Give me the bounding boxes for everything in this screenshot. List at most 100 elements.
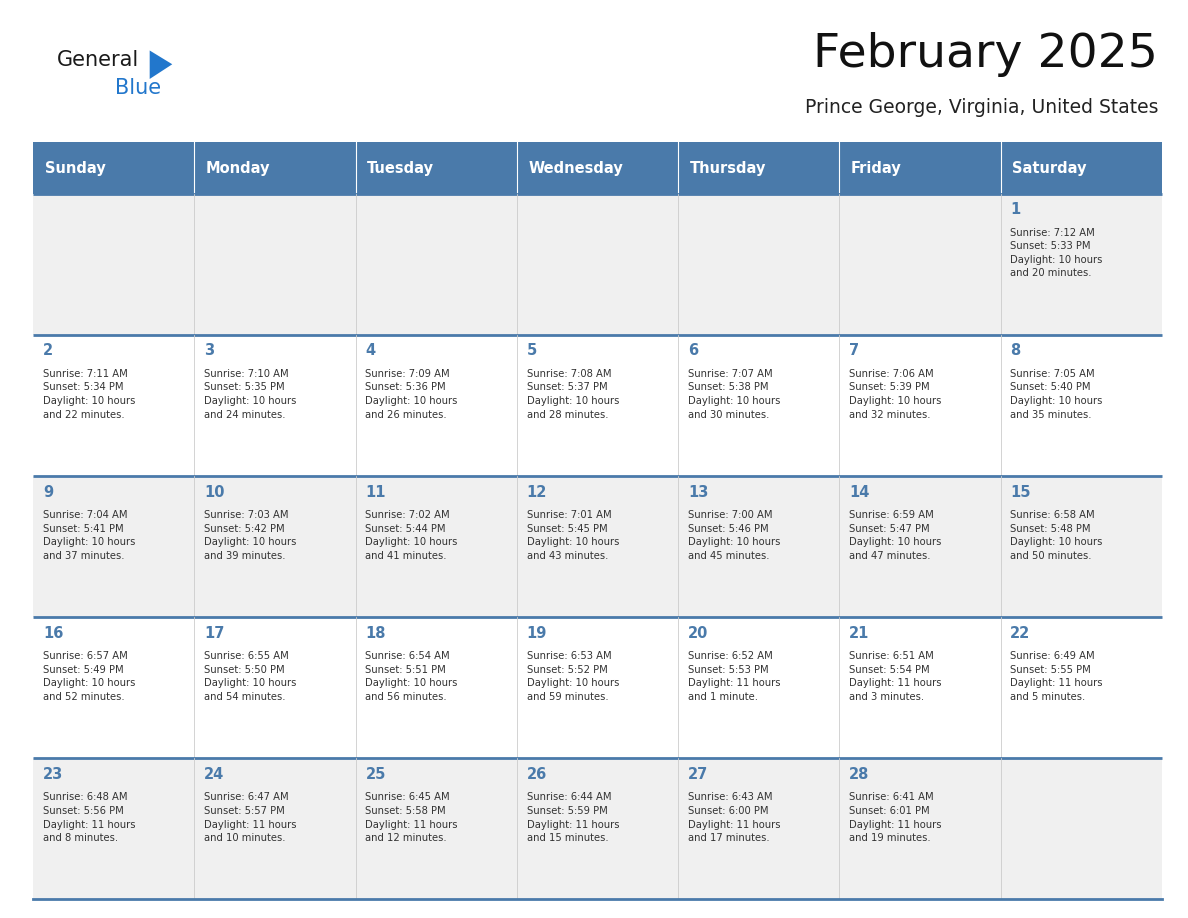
Text: Monday: Monday (206, 161, 271, 175)
Bar (355, 142, 517, 194)
Text: 28: 28 (849, 767, 870, 782)
Bar (517, 476, 678, 617)
Bar (517, 617, 678, 758)
Text: Sunrise: 6:59 AM
Sunset: 5:47 PM
Daylight: 10 hours
and 47 minutes.: Sunrise: 6:59 AM Sunset: 5:47 PM Dayligh… (849, 510, 941, 561)
Text: Sunrise: 7:05 AM
Sunset: 5:40 PM
Daylight: 10 hours
and 35 minutes.: Sunrise: 7:05 AM Sunset: 5:40 PM Dayligh… (1010, 369, 1102, 420)
Text: 7: 7 (849, 343, 859, 358)
Text: 24: 24 (204, 767, 225, 782)
Text: Wednesday: Wednesday (529, 161, 623, 175)
Text: 16: 16 (43, 626, 63, 641)
Bar (678, 335, 840, 476)
Text: Sunrise: 7:04 AM
Sunset: 5:41 PM
Daylight: 10 hours
and 37 minutes.: Sunrise: 7:04 AM Sunset: 5:41 PM Dayligh… (43, 510, 135, 561)
Bar (840, 194, 1000, 335)
Text: 23: 23 (43, 767, 63, 782)
Bar (195, 335, 355, 476)
Bar (33, 476, 195, 617)
Bar (678, 617, 840, 758)
Text: 11: 11 (366, 485, 386, 499)
Bar (195, 476, 355, 617)
Text: Tuesday: Tuesday (367, 161, 434, 175)
Text: Sunrise: 7:12 AM
Sunset: 5:33 PM
Daylight: 10 hours
and 20 minutes.: Sunrise: 7:12 AM Sunset: 5:33 PM Dayligh… (1010, 228, 1102, 278)
Bar (1000, 617, 1162, 758)
Bar (678, 194, 840, 335)
Bar (1000, 142, 1162, 194)
Bar (33, 142, 195, 194)
Text: 4: 4 (366, 343, 375, 358)
Text: 1: 1 (1010, 202, 1020, 218)
Text: 27: 27 (688, 767, 708, 782)
Text: Thursday: Thursday (689, 161, 766, 175)
Text: Sunrise: 6:55 AM
Sunset: 5:50 PM
Daylight: 10 hours
and 54 minutes.: Sunrise: 6:55 AM Sunset: 5:50 PM Dayligh… (204, 651, 297, 702)
Bar (840, 335, 1000, 476)
Bar (355, 194, 517, 335)
Bar (33, 758, 195, 900)
Bar (840, 476, 1000, 617)
Text: Sunrise: 6:45 AM
Sunset: 5:58 PM
Daylight: 11 hours
and 12 minutes.: Sunrise: 6:45 AM Sunset: 5:58 PM Dayligh… (366, 792, 457, 843)
Text: 5: 5 (526, 343, 537, 358)
Bar (33, 617, 195, 758)
Text: Sunrise: 7:06 AM
Sunset: 5:39 PM
Daylight: 10 hours
and 32 minutes.: Sunrise: 7:06 AM Sunset: 5:39 PM Dayligh… (849, 369, 941, 420)
Text: 17: 17 (204, 626, 225, 641)
Text: Sunrise: 7:00 AM
Sunset: 5:46 PM
Daylight: 10 hours
and 45 minutes.: Sunrise: 7:00 AM Sunset: 5:46 PM Dayligh… (688, 510, 781, 561)
Text: Sunrise: 6:57 AM
Sunset: 5:49 PM
Daylight: 10 hours
and 52 minutes.: Sunrise: 6:57 AM Sunset: 5:49 PM Dayligh… (43, 651, 135, 702)
Bar (195, 617, 355, 758)
Bar (355, 617, 517, 758)
Text: 6: 6 (688, 343, 699, 358)
Text: Sunrise: 6:51 AM
Sunset: 5:54 PM
Daylight: 11 hours
and 3 minutes.: Sunrise: 6:51 AM Sunset: 5:54 PM Dayligh… (849, 651, 942, 702)
Text: Sunrise: 7:02 AM
Sunset: 5:44 PM
Daylight: 10 hours
and 41 minutes.: Sunrise: 7:02 AM Sunset: 5:44 PM Dayligh… (366, 510, 457, 561)
Bar (1000, 335, 1162, 476)
Text: Sunrise: 7:03 AM
Sunset: 5:42 PM
Daylight: 10 hours
and 39 minutes.: Sunrise: 7:03 AM Sunset: 5:42 PM Dayligh… (204, 510, 297, 561)
Bar (678, 758, 840, 900)
Bar (33, 335, 195, 476)
Text: Sunrise: 6:44 AM
Sunset: 5:59 PM
Daylight: 11 hours
and 15 minutes.: Sunrise: 6:44 AM Sunset: 5:59 PM Dayligh… (526, 792, 619, 843)
Bar (1000, 758, 1162, 900)
Text: 22: 22 (1010, 626, 1030, 641)
Bar (517, 335, 678, 476)
Text: Blue: Blue (115, 78, 162, 98)
Text: Sunrise: 6:43 AM
Sunset: 6:00 PM
Daylight: 11 hours
and 17 minutes.: Sunrise: 6:43 AM Sunset: 6:00 PM Dayligh… (688, 792, 781, 843)
Text: Sunrise: 6:58 AM
Sunset: 5:48 PM
Daylight: 10 hours
and 50 minutes.: Sunrise: 6:58 AM Sunset: 5:48 PM Dayligh… (1010, 510, 1102, 561)
Text: Friday: Friday (851, 161, 902, 175)
Bar (33, 194, 195, 335)
Text: Sunrise: 7:11 AM
Sunset: 5:34 PM
Daylight: 10 hours
and 22 minutes.: Sunrise: 7:11 AM Sunset: 5:34 PM Dayligh… (43, 369, 135, 420)
Text: 13: 13 (688, 485, 708, 499)
Text: Sunrise: 6:49 AM
Sunset: 5:55 PM
Daylight: 11 hours
and 5 minutes.: Sunrise: 6:49 AM Sunset: 5:55 PM Dayligh… (1010, 651, 1102, 702)
Text: Sunrise: 6:48 AM
Sunset: 5:56 PM
Daylight: 11 hours
and 8 minutes.: Sunrise: 6:48 AM Sunset: 5:56 PM Dayligh… (43, 792, 135, 843)
Text: 15: 15 (1010, 485, 1031, 499)
Bar (355, 758, 517, 900)
Text: Sunrise: 6:52 AM
Sunset: 5:53 PM
Daylight: 11 hours
and 1 minute.: Sunrise: 6:52 AM Sunset: 5:53 PM Dayligh… (688, 651, 781, 702)
Text: 20: 20 (688, 626, 708, 641)
Text: 3: 3 (204, 343, 214, 358)
Text: Saturday: Saturday (1012, 161, 1086, 175)
Bar (1000, 476, 1162, 617)
Bar (840, 142, 1000, 194)
Text: Sunrise: 7:07 AM
Sunset: 5:38 PM
Daylight: 10 hours
and 30 minutes.: Sunrise: 7:07 AM Sunset: 5:38 PM Dayligh… (688, 369, 781, 420)
Bar (517, 142, 678, 194)
Bar (195, 142, 355, 194)
Bar (355, 476, 517, 617)
Bar (840, 758, 1000, 900)
Text: 2: 2 (43, 343, 53, 358)
Text: Sunrise: 6:53 AM
Sunset: 5:52 PM
Daylight: 10 hours
and 59 minutes.: Sunrise: 6:53 AM Sunset: 5:52 PM Dayligh… (526, 651, 619, 702)
Bar (517, 758, 678, 900)
Text: Sunrise: 7:01 AM
Sunset: 5:45 PM
Daylight: 10 hours
and 43 minutes.: Sunrise: 7:01 AM Sunset: 5:45 PM Dayligh… (526, 510, 619, 561)
Bar (195, 194, 355, 335)
Text: 9: 9 (43, 485, 53, 499)
Text: 8: 8 (1010, 343, 1020, 358)
Text: Sunrise: 6:54 AM
Sunset: 5:51 PM
Daylight: 10 hours
and 56 minutes.: Sunrise: 6:54 AM Sunset: 5:51 PM Dayligh… (366, 651, 457, 702)
Text: 25: 25 (366, 767, 386, 782)
Text: 12: 12 (526, 485, 546, 499)
Text: Sunrise: 6:47 AM
Sunset: 5:57 PM
Daylight: 11 hours
and 10 minutes.: Sunrise: 6:47 AM Sunset: 5:57 PM Dayligh… (204, 792, 297, 843)
Text: 21: 21 (849, 626, 870, 641)
Text: 19: 19 (526, 626, 546, 641)
Text: Sunrise: 7:08 AM
Sunset: 5:37 PM
Daylight: 10 hours
and 28 minutes.: Sunrise: 7:08 AM Sunset: 5:37 PM Dayligh… (526, 369, 619, 420)
Text: General: General (57, 50, 139, 71)
Text: Prince George, Virginia, United States: Prince George, Virginia, United States (804, 98, 1158, 118)
Text: 18: 18 (366, 626, 386, 641)
Text: 14: 14 (849, 485, 870, 499)
Text: Sunrise: 7:10 AM
Sunset: 5:35 PM
Daylight: 10 hours
and 24 minutes.: Sunrise: 7:10 AM Sunset: 5:35 PM Dayligh… (204, 369, 297, 420)
Bar (517, 194, 678, 335)
Bar (678, 476, 840, 617)
Text: 26: 26 (526, 767, 546, 782)
Bar (195, 758, 355, 900)
